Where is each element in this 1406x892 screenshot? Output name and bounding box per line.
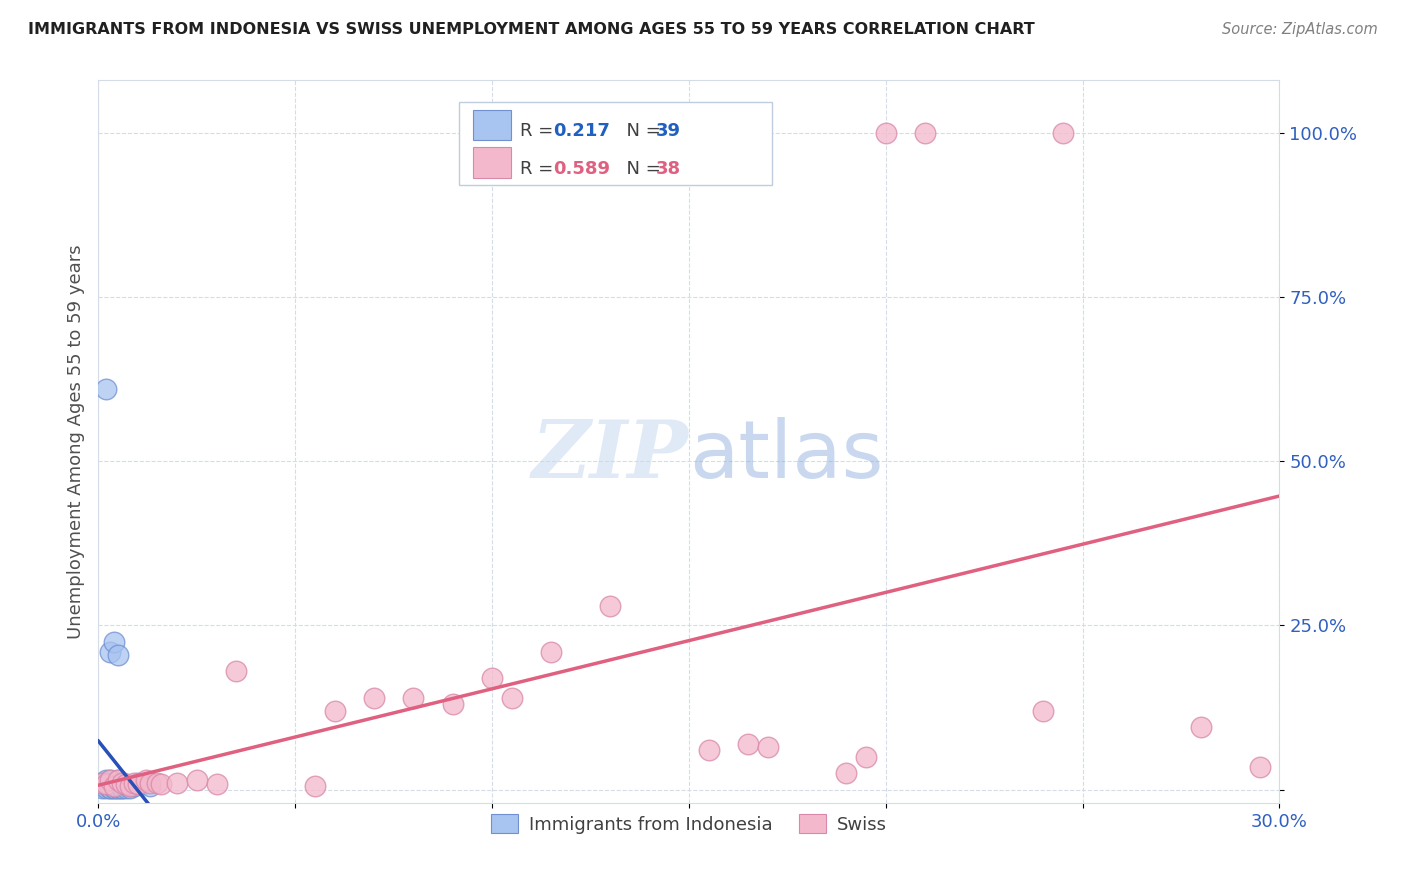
Text: 39: 39: [655, 122, 681, 140]
Text: 0.217: 0.217: [553, 122, 610, 140]
Text: 0.589: 0.589: [553, 161, 610, 178]
Text: atlas: atlas: [689, 417, 883, 495]
FancyBboxPatch shape: [472, 147, 510, 178]
Point: [107, 780, 129, 794]
Point: [103, 780, 125, 795]
Point: [115, 780, 138, 794]
Text: R =: R =: [520, 161, 560, 178]
Point: [98, 777, 121, 791]
Text: 38: 38: [655, 161, 681, 178]
Point: [96, 382, 118, 396]
Point: [855, 749, 877, 764]
Point: [111, 781, 134, 796]
Point: [115, 777, 138, 791]
Point: [150, 777, 173, 791]
Point: [111, 776, 134, 790]
Point: [118, 780, 141, 795]
Legend: Immigrants from Indonesia, Swiss: Immigrants from Indonesia, Swiss: [484, 807, 894, 841]
Point: [697, 743, 720, 757]
Point: [402, 690, 425, 705]
Point: [875, 126, 897, 140]
Point: [98, 645, 121, 659]
Point: [98, 780, 121, 795]
Point: [91, 776, 114, 790]
Point: [186, 772, 208, 787]
Point: [98, 776, 121, 790]
Point: [107, 772, 129, 787]
Point: [96, 777, 118, 791]
Point: [501, 690, 523, 705]
Point: [103, 780, 125, 794]
Point: [118, 780, 141, 794]
Text: N =: N =: [614, 161, 666, 178]
Point: [1249, 760, 1271, 774]
Point: [131, 777, 153, 791]
FancyBboxPatch shape: [458, 102, 772, 185]
Point: [91, 780, 114, 794]
Point: [107, 648, 129, 662]
Point: [599, 599, 621, 613]
Point: [205, 777, 228, 791]
Point: [107, 780, 129, 795]
FancyBboxPatch shape: [472, 110, 510, 140]
Point: [98, 772, 121, 787]
Point: [1032, 704, 1054, 718]
Point: [103, 780, 125, 794]
Point: [323, 704, 346, 718]
Point: [103, 635, 125, 649]
Point: [540, 645, 562, 659]
Point: [835, 766, 858, 780]
Text: IMMIGRANTS FROM INDONESIA VS SWISS UNEMPLOYMENT AMONG AGES 55 TO 59 YEARS CORREL: IMMIGRANTS FROM INDONESIA VS SWISS UNEMP…: [28, 22, 1035, 37]
Point: [111, 780, 134, 795]
Point: [98, 781, 121, 796]
Point: [122, 780, 145, 794]
Point: [115, 777, 138, 791]
Point: [96, 776, 118, 790]
Point: [363, 690, 385, 705]
Point: [118, 780, 141, 794]
Point: [107, 781, 129, 796]
Point: [91, 780, 114, 795]
Point: [107, 776, 129, 790]
Point: [111, 780, 134, 794]
Point: [225, 665, 247, 679]
Point: [96, 780, 118, 794]
Point: [98, 772, 121, 787]
Point: [96, 772, 118, 787]
Point: [481, 671, 503, 685]
Point: [146, 776, 169, 790]
Point: [135, 772, 157, 787]
Point: [96, 780, 118, 795]
Text: Source: ZipAtlas.com: Source: ZipAtlas.com: [1222, 22, 1378, 37]
Point: [737, 737, 759, 751]
Point: [115, 780, 138, 795]
Point: [1189, 720, 1212, 734]
Point: [756, 739, 779, 754]
Text: N =: N =: [614, 122, 666, 140]
Point: [122, 776, 145, 790]
Point: [91, 776, 114, 790]
Point: [166, 776, 188, 790]
Point: [138, 780, 160, 794]
Point: [127, 776, 149, 790]
Text: R =: R =: [520, 122, 560, 140]
Point: [98, 780, 121, 794]
Point: [304, 780, 326, 794]
Point: [914, 126, 936, 140]
Y-axis label: Unemployment Among Ages 55 to 59 years: Unemployment Among Ages 55 to 59 years: [66, 244, 84, 639]
Point: [138, 776, 160, 790]
Point: [103, 781, 125, 796]
Point: [111, 776, 134, 790]
Point: [441, 698, 464, 712]
Point: [103, 776, 125, 790]
Point: [1052, 126, 1074, 140]
Point: [127, 777, 149, 791]
Text: ZIP: ZIP: [531, 417, 689, 495]
Point: [107, 772, 129, 787]
